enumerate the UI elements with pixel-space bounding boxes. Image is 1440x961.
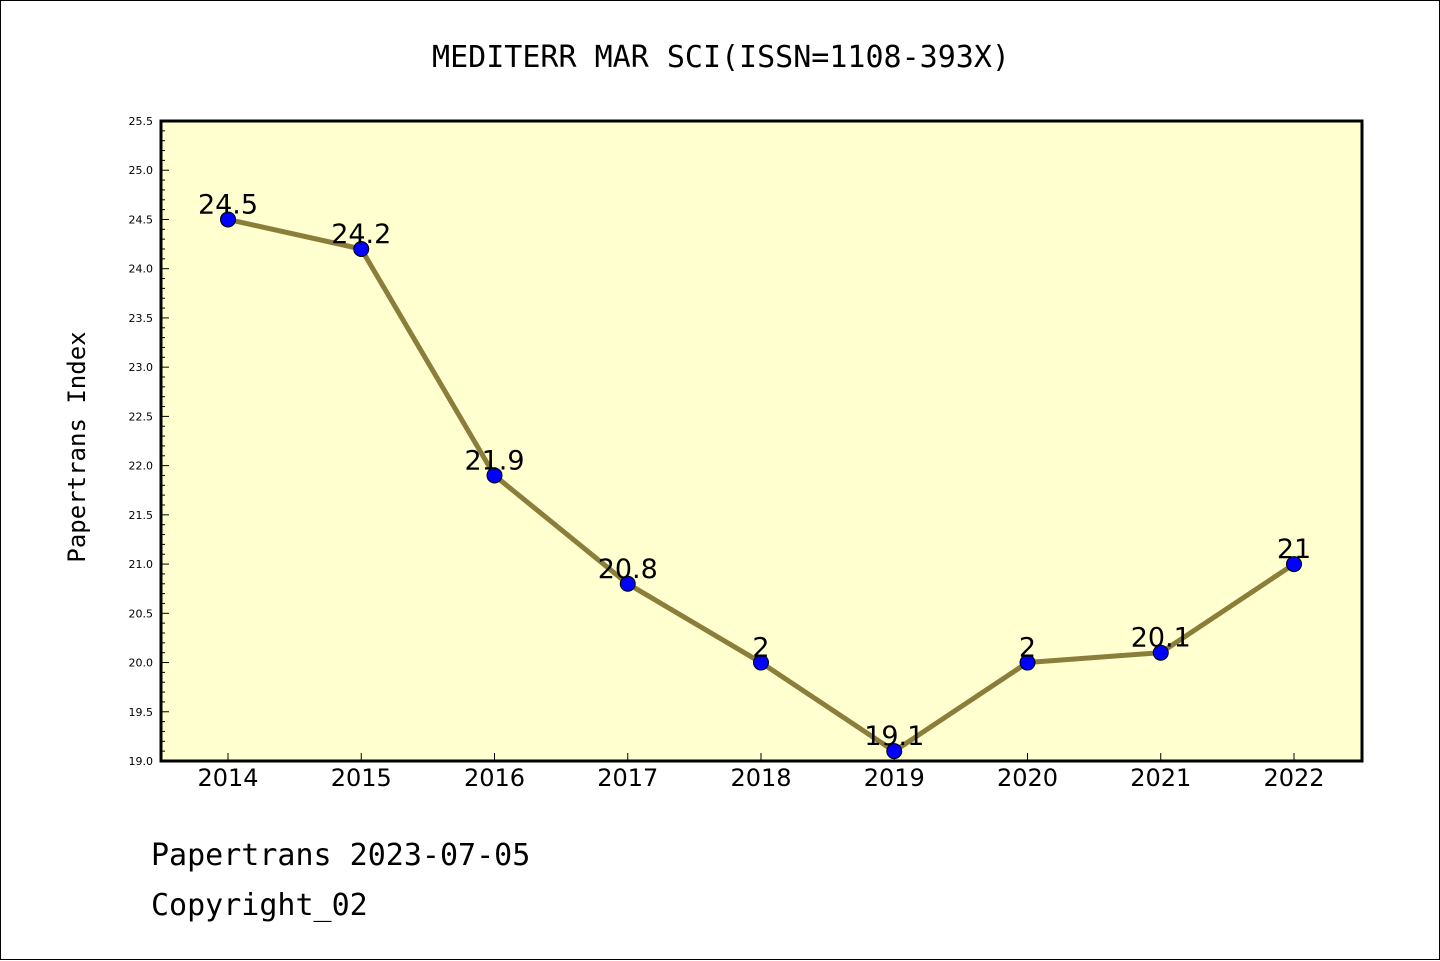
data-label: 21 [1277,534,1311,565]
y-axis-ticks: 19.0 19.5 20.0 20.5 21.0 21.5 22.0 22.5 23.0 23.5… [129,115,169,768]
data-label: 2 [1019,633,1036,664]
data-point [1019,654,1036,671]
data-point [1286,556,1302,573]
data-label: 2 [752,633,769,664]
x-tick-label: 2019 [864,764,925,792]
x-tick-label: 2022 [1263,764,1324,792]
data-label: 24.5 [198,189,258,220]
y-tick-label: 21.5 [129,509,154,522]
data-label: 20.1 [1131,623,1191,654]
data-point [220,211,236,228]
x-tick-label: 2021 [1130,764,1191,792]
data-point [753,654,769,671]
footer-date: Papertrans 2023-07-05 [151,838,530,873]
y-tick-label: 24.5 [129,213,154,226]
x-tick-label: 2014 [197,764,258,792]
x-tick-label: 2018 [730,764,791,792]
data-point [1152,644,1169,661]
data-label: 19.1 [864,721,924,752]
x-axis-ticks: 2014 2015 2016 2017 2018 2019 2020 2021 2022 [197,753,1325,792]
data-point [886,743,903,760]
y-tick-label: 25.0 [129,164,154,177]
data-label: 21.9 [464,445,524,476]
y-tick-label: 24.0 [129,263,154,276]
data-points [220,211,1302,760]
y-tick-label: 23.5 [129,312,154,325]
footer-copyright: Copyright_02 [151,888,368,923]
y-tick-label: 20.5 [129,607,154,620]
y-tick-label: 21.0 [129,558,154,571]
data-point [486,467,503,484]
y-tick-label: 22.0 [129,460,154,473]
y-tick-label: 19.5 [129,706,154,719]
data-label: 24.2 [331,219,391,250]
chart-title: MEDITERR MAR SCI(ISSN=1108-393X) [432,40,1010,75]
x-tick-label: 2017 [597,764,658,792]
x-tick-label: 2015 [331,764,392,792]
y-tick-label: 19.0 [129,755,154,768]
data-point [353,241,370,257]
y-tick-label: 22.5 [129,410,154,423]
data-labels: 24.5 24.2 21.9 20.8 2 19.1 2 20.1 21 [198,189,1311,752]
y-tick-label: 25.5 [129,115,154,128]
y-tick-label: 20.0 [129,657,154,670]
y-axis-label: Papertrans Index [63,331,91,562]
y-tick-label: 23.0 [129,361,154,374]
x-tick-label: 2016 [464,764,525,792]
x-tick-label: 2020 [997,764,1058,792]
data-point [619,575,636,592]
data-label: 20.8 [598,554,658,585]
